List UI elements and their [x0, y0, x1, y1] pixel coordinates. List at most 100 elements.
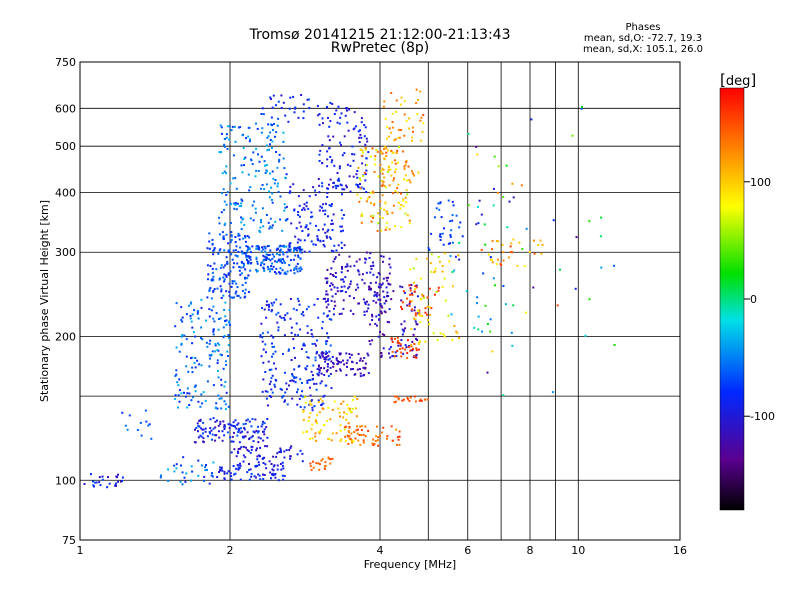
- data-point: [339, 429, 342, 432]
- data-point: [405, 120, 408, 122]
- data-point: [361, 278, 364, 281]
- data-point: [381, 183, 384, 186]
- data-point: [326, 196, 329, 198]
- data-point: [362, 439, 365, 442]
- data-point: [410, 327, 413, 330]
- data-point: [381, 306, 384, 309]
- data-point: [296, 249, 298, 252]
- data-point: [491, 261, 494, 264]
- data-point: [439, 201, 442, 204]
- data-point: [210, 297, 213, 300]
- data-point: [349, 437, 352, 440]
- data-point: [302, 189, 305, 192]
- data-point: [571, 134, 574, 137]
- data-point: [248, 463, 250, 465]
- data-point: [327, 116, 329, 119]
- data-point: [385, 300, 388, 303]
- data-point: [210, 279, 213, 282]
- data-point: [228, 321, 230, 324]
- data-point: [382, 255, 385, 258]
- data-point: [335, 187, 338, 190]
- data-point: [266, 149, 269, 152]
- data-point: [438, 235, 441, 238]
- data-point: [228, 324, 231, 326]
- data-point: [379, 286, 382, 289]
- data-point: [278, 271, 280, 274]
- data-point: [444, 299, 447, 302]
- data-point: [395, 152, 398, 154]
- data-point: [267, 303, 270, 306]
- data-point: [292, 380, 295, 383]
- data-point: [288, 264, 291, 267]
- data-point: [404, 348, 407, 351]
- data-point: [278, 158, 281, 161]
- data-point: [363, 314, 366, 316]
- data-point: [323, 394, 326, 397]
- data-point: [253, 200, 256, 203]
- data-point: [299, 266, 302, 269]
- data-point: [200, 393, 203, 396]
- data-point: [340, 230, 342, 233]
- data-point: [366, 352, 369, 355]
- data-point: [371, 190, 374, 193]
- data-point: [341, 217, 344, 220]
- data-point: [450, 229, 453, 232]
- data-point: [509, 245, 512, 248]
- data-point: [281, 229, 284, 232]
- data-point: [405, 179, 408, 182]
- data-point: [268, 190, 271, 193]
- data-point: [341, 290, 344, 292]
- data-point: [451, 338, 454, 341]
- data-point: [225, 133, 228, 136]
- data-point: [272, 94, 275, 97]
- data-point: [216, 362, 219, 365]
- data-point: [212, 330, 215, 333]
- data-point: [289, 457, 292, 460]
- data-point: [271, 124, 273, 127]
- data-point: [379, 303, 382, 306]
- data-point: [379, 163, 382, 166]
- data-point: [397, 201, 400, 204]
- data-point: [233, 280, 236, 283]
- data-point: [245, 245, 248, 248]
- data-point: [351, 399, 354, 401]
- data-point: [251, 163, 254, 165]
- data-point: [225, 323, 228, 326]
- data-point: [226, 350, 229, 353]
- data-point: [380, 352, 383, 354]
- data-point: [359, 183, 361, 185]
- data-point: [368, 288, 370, 291]
- x-tick-label: 8: [527, 544, 534, 557]
- data-point: [236, 423, 239, 426]
- data-point: [228, 309, 231, 312]
- data-point: [196, 313, 199, 315]
- data-point: [435, 290, 438, 293]
- data-point: [185, 313, 188, 316]
- data-point: [400, 305, 402, 308]
- data-point: [279, 195, 282, 198]
- data-point: [180, 335, 183, 338]
- data-point: [308, 379, 311, 382]
- data-point: [238, 427, 240, 430]
- data-point: [261, 107, 264, 110]
- colorbar-tick-label: 0: [750, 293, 757, 306]
- data-point: [222, 276, 225, 279]
- data-point: [381, 167, 384, 170]
- data-point: [416, 338, 419, 341]
- data-point: [386, 126, 389, 129]
- data-point: [326, 230, 329, 233]
- data-point: [497, 258, 499, 261]
- data-point: [377, 285, 380, 288]
- data-point: [232, 177, 235, 180]
- data-point: [248, 420, 251, 423]
- data-point: [409, 181, 412, 184]
- data-point: [264, 445, 267, 448]
- data-point: [438, 208, 441, 211]
- data-point: [502, 196, 505, 198]
- data-point: [303, 406, 306, 409]
- data-point: [295, 268, 298, 271]
- data-point: [191, 366, 194, 369]
- data-point: [458, 226, 461, 229]
- data-point: [391, 126, 394, 129]
- data-point: [339, 225, 342, 228]
